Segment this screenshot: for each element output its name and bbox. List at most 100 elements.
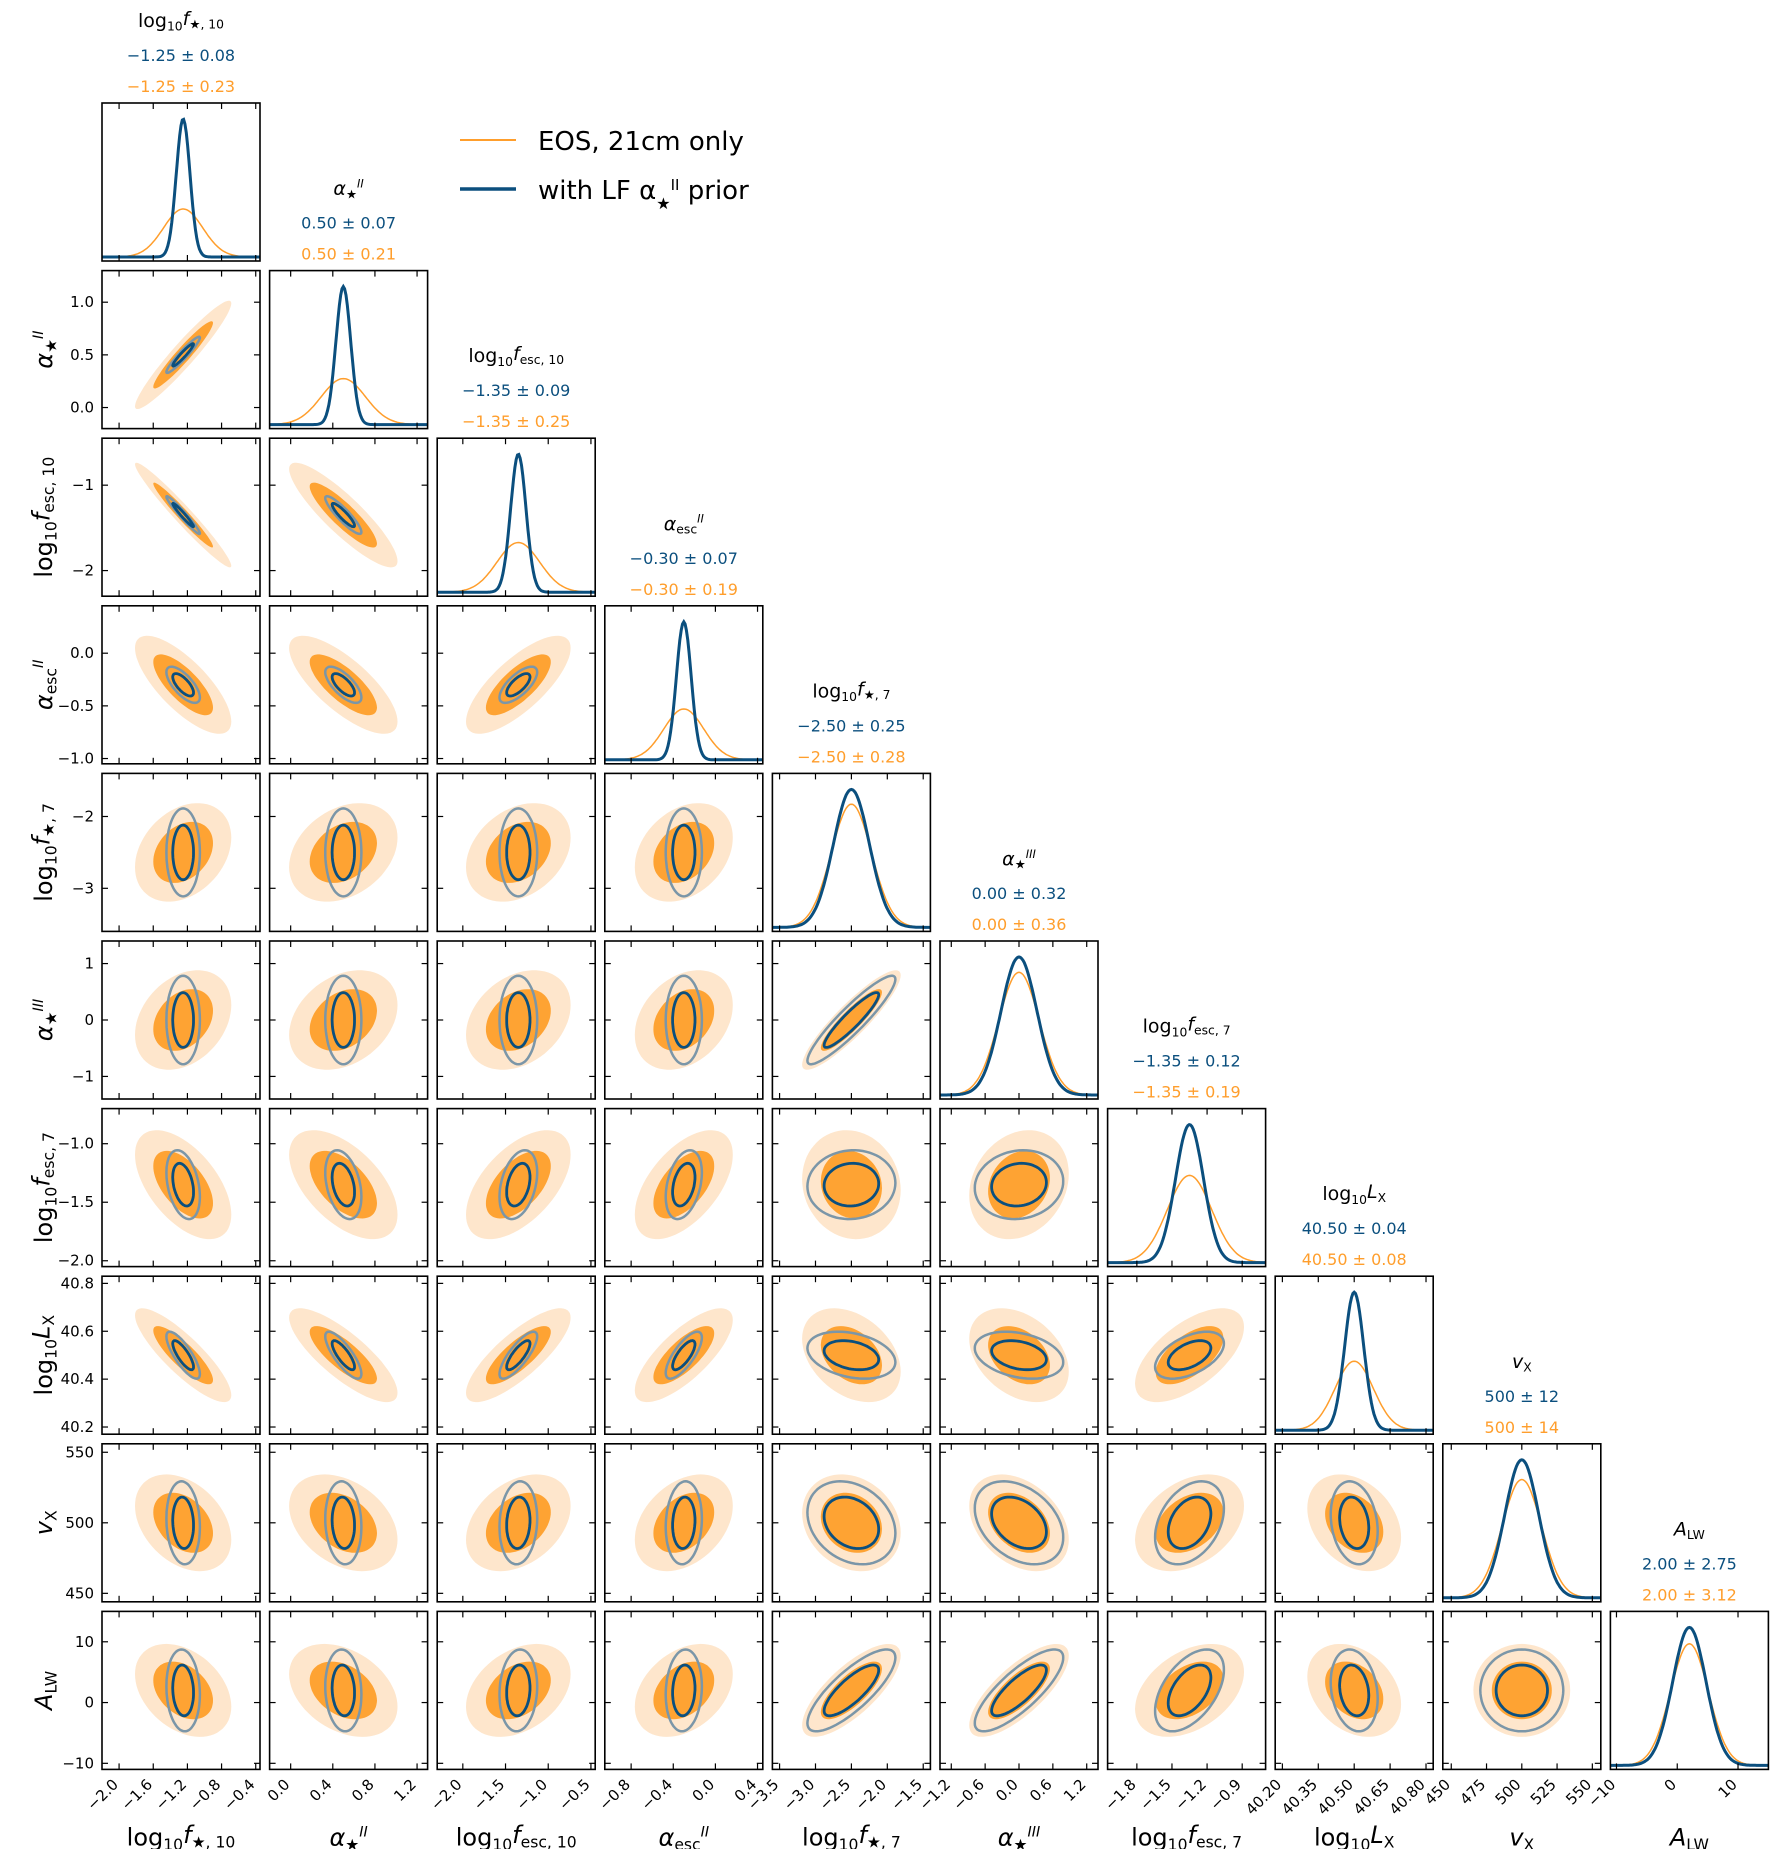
panel-frame xyxy=(436,437,597,598)
stat-constrained-ae2: −0.30 ± 0.07 xyxy=(630,549,738,568)
x-tick-label: −1.0 xyxy=(513,1776,551,1814)
panel-frame xyxy=(101,269,261,430)
panel-frame xyxy=(603,1275,764,1435)
contour-constrained-68 xyxy=(505,1161,532,1208)
contour-constrained-95 xyxy=(806,1648,897,1733)
contour-constrained-95 xyxy=(498,1648,539,1733)
contour-constrained-68 xyxy=(505,991,532,1049)
x-tick-label: −1.2 xyxy=(916,1776,954,1814)
stat-wide-lfs10: −1.25 ± 0.23 xyxy=(127,77,235,96)
y-tick-label: 10 xyxy=(75,1633,94,1651)
contour-constrained-68 xyxy=(171,1495,195,1550)
contour-constrained-95 xyxy=(324,1330,363,1380)
panel-frame xyxy=(101,604,261,765)
panel-alw-vs-lfe10 xyxy=(466,1643,571,1737)
contour-constrained-68 xyxy=(990,1663,1048,1718)
contour-constrained-68 xyxy=(505,823,532,882)
contour-constrained-68 xyxy=(990,1161,1048,1208)
x-axis-label-llx: log10LX xyxy=(1314,1821,1395,1849)
x-tick-label: −0.5 xyxy=(555,1776,593,1814)
panel-frame xyxy=(101,1275,261,1435)
contour-constrained-68 xyxy=(1166,1663,1213,1718)
panel-frame xyxy=(603,604,764,765)
x-tick-label: 40.50 xyxy=(1314,1776,1357,1819)
contour-constrained-95 xyxy=(498,807,539,898)
panel-frame xyxy=(436,604,597,765)
y-axis-label-lfe10: log10fesc, 10 xyxy=(27,457,60,578)
y-axis-label-llx: log10LX xyxy=(27,1315,60,1396)
y-tick-label: −1 xyxy=(72,1067,94,1085)
contour-constrained-68 xyxy=(171,991,195,1049)
contour-constrained-95 xyxy=(498,1330,539,1380)
marginal-constrained-lfe10 xyxy=(437,452,596,594)
y-axis-label-as3: α★III xyxy=(30,999,61,1042)
panel-frame xyxy=(268,1107,429,1268)
contour-constrained-95 xyxy=(664,807,704,898)
diag-title-lfs7: log10f★, 7 xyxy=(812,678,890,704)
contour-constrained-68 xyxy=(822,1161,881,1208)
contour-constrained-68 xyxy=(330,1663,356,1718)
marginal-wide-alw xyxy=(1610,1643,1769,1767)
contour-constrained-68 xyxy=(171,672,195,698)
panel-frame xyxy=(101,437,261,598)
panel-lfe10-vs-as2 xyxy=(289,462,398,568)
y-tick-label: −1.0 xyxy=(58,750,94,768)
contour-wide-68 xyxy=(153,482,213,548)
contour-constrained-68 xyxy=(671,1339,697,1372)
x-tick-label: −2.0 xyxy=(427,1776,465,1814)
y-tick-label: 500 xyxy=(65,1514,94,1532)
marginal-wide-lfs10 xyxy=(102,208,260,258)
contour-constrained-68 xyxy=(330,1495,356,1550)
contour-wide-68 xyxy=(653,1150,715,1219)
y-tick-label: −1.0 xyxy=(58,1135,94,1153)
diag-title-lfe10: log10fesc, 10 xyxy=(468,343,564,369)
marginal-constrained-lfs10 xyxy=(102,117,260,259)
panel-frame xyxy=(436,1610,597,1771)
x-tick-label: 40.35 xyxy=(1278,1776,1321,1819)
marginal-constrained-llx xyxy=(1275,1290,1434,1432)
contour-constrained-95 xyxy=(165,335,202,375)
diag-title-llx: log10LX xyxy=(1322,1181,1386,1207)
x-tick-label: −2.0 xyxy=(83,1776,121,1814)
panel-frame xyxy=(101,1610,261,1771)
contour-constrained-68 xyxy=(1494,1663,1549,1718)
contour-constrained-95 xyxy=(498,665,539,705)
contour-wide-68 xyxy=(820,1661,882,1720)
contour-constrained-95 xyxy=(498,974,539,1066)
panel-frame xyxy=(268,772,429,933)
contour-constrained-95 xyxy=(806,1149,897,1221)
contour-constrained-68 xyxy=(822,991,881,1049)
y-axis-label-vx: vX xyxy=(30,1510,61,1535)
contour-wide-68 xyxy=(485,989,551,1051)
contour-wide-68 xyxy=(153,1150,213,1219)
contour-constrained-68 xyxy=(330,502,356,529)
contour-constrained-95 xyxy=(165,665,202,705)
contour-constrained-68 xyxy=(1338,1663,1371,1718)
x-tick-label: 1.2 xyxy=(1060,1776,1090,1806)
panel-frame xyxy=(1106,1275,1267,1435)
contour-constrained-95 xyxy=(973,1330,1065,1380)
contour-constrained-68 xyxy=(822,1495,881,1550)
y-tick-label: −2 xyxy=(72,562,94,580)
contour-wide-68 xyxy=(485,1326,551,1385)
panel-frame xyxy=(436,1275,597,1435)
contour-constrained-68 xyxy=(171,1161,195,1208)
panel-frame xyxy=(268,437,429,598)
contour-wide-68 xyxy=(153,321,213,389)
y-tick-label: −1 xyxy=(72,476,94,494)
y-tick-label: −10 xyxy=(62,1754,94,1772)
x-tick-label: −10 xyxy=(1584,1776,1619,1811)
x-tick-label: −1.5 xyxy=(470,1776,508,1814)
panel-llx-vs-lfs10 xyxy=(135,1308,232,1403)
marginal-wide-as2 xyxy=(269,377,428,426)
x-tick-label: 0.0 xyxy=(264,1776,294,1806)
diag-title-ae2: αescII xyxy=(664,512,705,537)
y-tick-label: 40.2 xyxy=(61,1418,94,1436)
x-tick-label: 10 xyxy=(1715,1776,1741,1802)
contour-constrained-68 xyxy=(822,1663,881,1718)
marginal-wide-lfs7 xyxy=(772,803,931,929)
contour-wide-68 xyxy=(653,1326,715,1385)
panel-frame xyxy=(101,1107,261,1268)
y-tick-label: 40.4 xyxy=(61,1370,94,1388)
